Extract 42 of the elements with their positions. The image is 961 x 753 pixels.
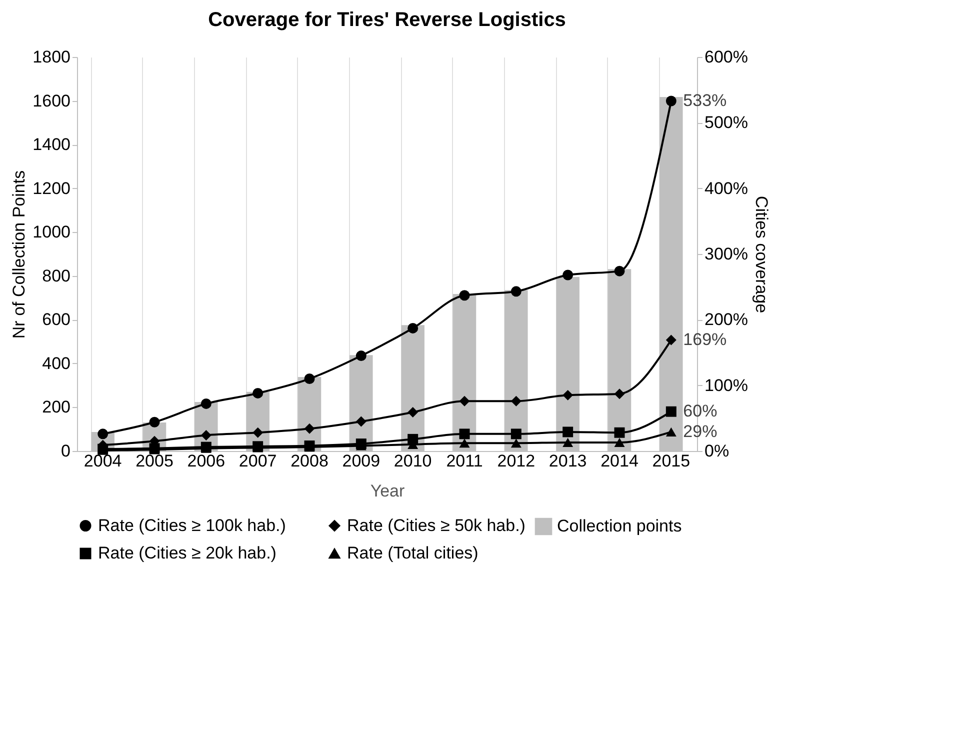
y-axis-title: Nr of Collection Points: [10, 170, 29, 339]
chart-title: Coverage for Tires' Reverse Logistics: [208, 9, 566, 31]
y2-tick-label: 500%: [704, 113, 748, 132]
y-tick-label: 1200: [32, 178, 70, 198]
data-label: 533%: [683, 90, 727, 110]
y2-tick-label: 600%: [704, 48, 748, 66]
x-tick-label: 2009: [342, 452, 380, 470]
y-tick-label: 1400: [32, 135, 70, 154]
data-label: 60%: [683, 402, 718, 421]
legend-label: Rate (Cities ≥ 50k hab.): [347, 516, 526, 535]
y-tick-label: 1800: [32, 48, 70, 66]
y-tick-label: 1000: [32, 222, 70, 242]
y-tick-label: 600: [42, 310, 70, 330]
y2-tick-label: 400%: [704, 178, 748, 198]
y2-tick-label: 200%: [704, 310, 748, 330]
x-axis-title: Year: [370, 482, 406, 500]
legend-label: Rate (Cities ≥ 100k hab.): [98, 516, 286, 535]
x-tick-label: 2012: [497, 452, 536, 470]
legend-label: Rate (Total cities): [347, 544, 478, 562]
y2-axis-title: Cities coverage: [752, 196, 771, 314]
x-tick-label: 2010: [394, 452, 432, 470]
y-tick-label: 1600: [32, 91, 70, 110]
x-tick-label: 2007: [238, 452, 277, 470]
legend-label: Rate (Cities ≥ 20k hab.): [98, 544, 276, 562]
y2-tick-label: 0%: [704, 442, 730, 460]
x-tick-label: 2011: [446, 452, 483, 470]
x-tick-label: 2004: [84, 452, 122, 470]
x-tick-label: 2008: [290, 452, 328, 470]
y-tick-label: 0: [61, 442, 70, 460]
y-tick-label: 200: [42, 398, 70, 417]
data-label: 169%: [683, 330, 727, 350]
x-tick-label: 2013: [548, 452, 587, 470]
x-tick-label: 2014: [600, 452, 638, 470]
x-tick-label: 2005: [136, 452, 174, 470]
legend-label: Collection points: [557, 516, 682, 536]
y2-tick-label: 100%: [704, 376, 748, 395]
x-tick-label: 2015: [652, 452, 690, 470]
data-label: 29%: [683, 422, 718, 441]
y-tick-label: 400: [42, 354, 70, 373]
y2-tick-label: 300%: [704, 244, 748, 264]
y-tick-label: 800: [42, 266, 70, 286]
x-tick-label: 2006: [187, 452, 226, 470]
